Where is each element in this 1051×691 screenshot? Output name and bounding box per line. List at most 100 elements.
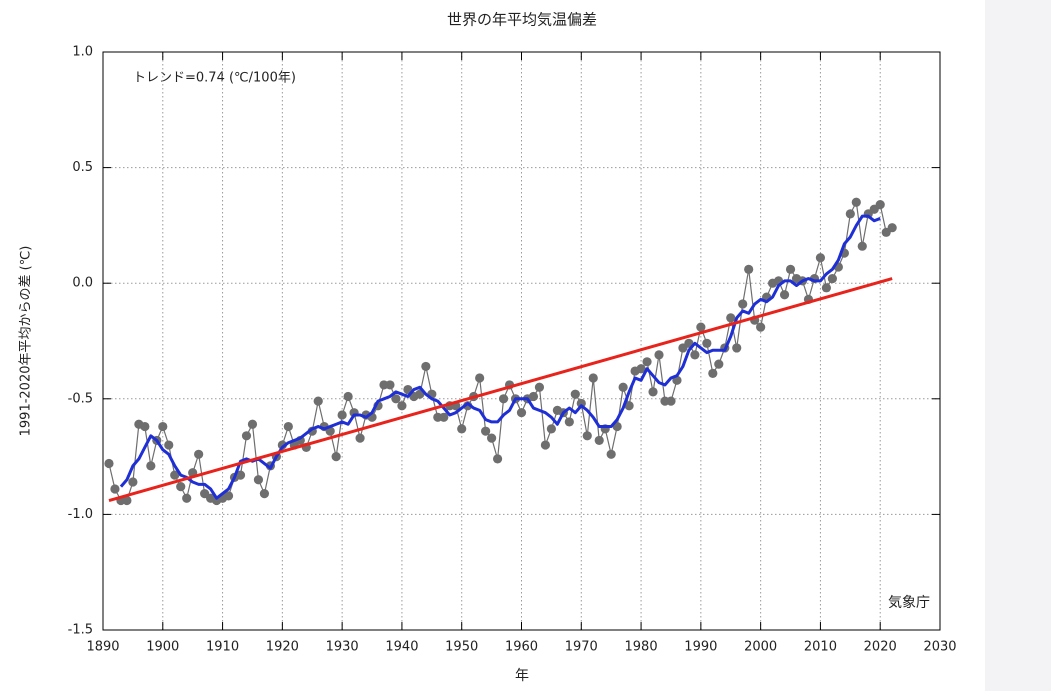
- x-tick-label: 1930: [326, 640, 359, 655]
- x-tick-label: 1980: [625, 640, 658, 655]
- data-point: [164, 440, 174, 450]
- x-tick-label: 1920: [266, 640, 299, 655]
- y-tick-label: 0.0: [72, 276, 93, 291]
- data-point: [887, 223, 897, 233]
- data-point: [313, 396, 323, 406]
- data-point: [457, 424, 467, 434]
- x-tick-label: 2000: [744, 640, 777, 655]
- data-point: [182, 493, 192, 503]
- series-line: [119, 214, 881, 500]
- data-point: [821, 283, 832, 293]
- data-point: [475, 373, 485, 383]
- data-point: [439, 412, 449, 422]
- data-point: [875, 199, 885, 210]
- x-tick-label: 1900: [146, 640, 179, 655]
- y-tick-label: -1.0: [68, 507, 93, 522]
- data-point: [624, 401, 634, 411]
- data-point: [194, 449, 204, 459]
- data-point: [176, 482, 186, 492]
- data-point: [636, 364, 646, 374]
- data-point: [696, 322, 706, 332]
- data-point: [564, 417, 574, 427]
- data-point: [421, 361, 431, 372]
- y-tick-label: 1.0: [72, 45, 93, 60]
- data-point: [827, 273, 837, 284]
- data-point: [104, 458, 114, 469]
- data-point: [546, 424, 556, 434]
- data-point: [343, 391, 353, 402]
- data-point: [498, 394, 509, 404]
- data-point: [618, 382, 628, 392]
- data-point: [122, 495, 132, 506]
- series-line: [108, 277, 893, 502]
- data-point: [355, 433, 365, 443]
- data-point: [170, 470, 180, 480]
- data-point: [756, 322, 766, 332]
- data-point: [666, 396, 676, 406]
- data-point: [331, 452, 341, 462]
- y-tick-label: -1.5: [68, 623, 93, 638]
- x-tick-label: 1970: [565, 640, 598, 655]
- x-tick-label: 1940: [385, 640, 418, 655]
- data-point: [851, 197, 861, 207]
- data-point: [397, 401, 407, 411]
- data-point: [128, 477, 138, 487]
- data-point: [235, 470, 246, 480]
- data-point: [690, 350, 700, 360]
- data-point: [158, 421, 168, 432]
- data-point: [492, 454, 503, 464]
- data-point: [223, 491, 234, 501]
- trend-annotation: トレンド=0.74 (℃/100年): [133, 71, 296, 86]
- data-point: [283, 421, 293, 432]
- x-axis-label: 年: [515, 668, 529, 684]
- data-point: [738, 299, 748, 309]
- side-strip: [985, 0, 1051, 691]
- x-tick-label: 1910: [206, 640, 239, 655]
- y-axis-label: 1991-2020年平均からの差 (℃): [19, 246, 34, 437]
- data-point: [785, 264, 796, 274]
- data-point: [570, 389, 580, 399]
- data-point: [140, 421, 150, 432]
- data-point: [534, 382, 545, 392]
- data-point: [337, 410, 347, 420]
- data-point: [779, 290, 790, 300]
- data-point: [487, 433, 497, 443]
- x-tick-label: 1890: [86, 640, 119, 655]
- data-point: [732, 343, 742, 353]
- plot-frame: [102, 51, 941, 631]
- x-tick-label: 1950: [445, 640, 478, 655]
- data-point: [606, 449, 616, 459]
- data-point: [815, 253, 826, 263]
- x-tick-label: 2010: [804, 640, 837, 655]
- data-point: [247, 419, 258, 429]
- data-point: [857, 241, 867, 251]
- data-point: [726, 313, 736, 323]
- data-point: [516, 408, 527, 418]
- data-point: [481, 426, 491, 436]
- data-point: [708, 368, 718, 378]
- data-point: [253, 475, 264, 485]
- y-tick-label: -0.5: [68, 391, 93, 406]
- data-point: [714, 359, 724, 369]
- x-tick-label: 2030: [923, 640, 956, 655]
- data-point: [594, 435, 604, 446]
- data-point: [241, 431, 252, 441]
- data-point: [642, 357, 652, 367]
- x-tick-label: 1960: [505, 640, 538, 655]
- data-point: [702, 338, 712, 348]
- data-point: [540, 440, 551, 450]
- data-point: [648, 387, 658, 397]
- x-tick-label: 1990: [684, 640, 717, 655]
- y-tick-label: 0.5: [72, 160, 93, 175]
- data-point: [582, 431, 592, 441]
- x-tick-label: 2020: [864, 640, 897, 655]
- data-point: [744, 264, 754, 274]
- data-point: [588, 373, 598, 383]
- data-point: [845, 209, 855, 219]
- data-point: [259, 488, 270, 499]
- data-point: [110, 484, 120, 494]
- data-point: [528, 391, 539, 402]
- data-point: [146, 461, 156, 471]
- data-point: [385, 380, 395, 390]
